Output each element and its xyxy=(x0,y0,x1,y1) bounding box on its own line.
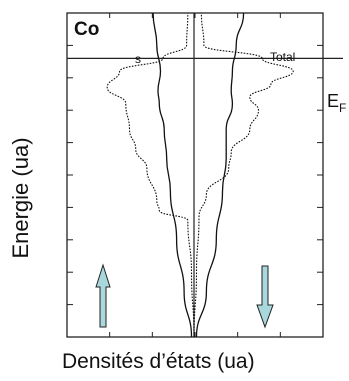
fermi-label-main: E xyxy=(327,91,339,111)
curve-s-spin-up xyxy=(152,12,193,338)
curve-total-spin-up xyxy=(106,12,195,338)
series-label-s: s xyxy=(135,52,141,66)
spin-up-arrow-icon xyxy=(95,263,111,328)
spin-down-arrow-icon xyxy=(256,265,274,329)
x-axis-label: Densités d’états (ua) xyxy=(62,350,255,373)
curve-total-spin-down xyxy=(193,12,294,338)
fermi-label-sub: F xyxy=(339,101,346,115)
series-label-total: Total xyxy=(270,50,295,64)
axis-ticks xyxy=(67,13,323,337)
y-axis-label: Energie (ua) xyxy=(8,137,33,259)
dos-curves xyxy=(106,12,294,338)
curve-s-spin-down xyxy=(195,12,245,338)
fermi-label: E F xyxy=(327,91,346,115)
element-label: Co xyxy=(74,19,99,40)
